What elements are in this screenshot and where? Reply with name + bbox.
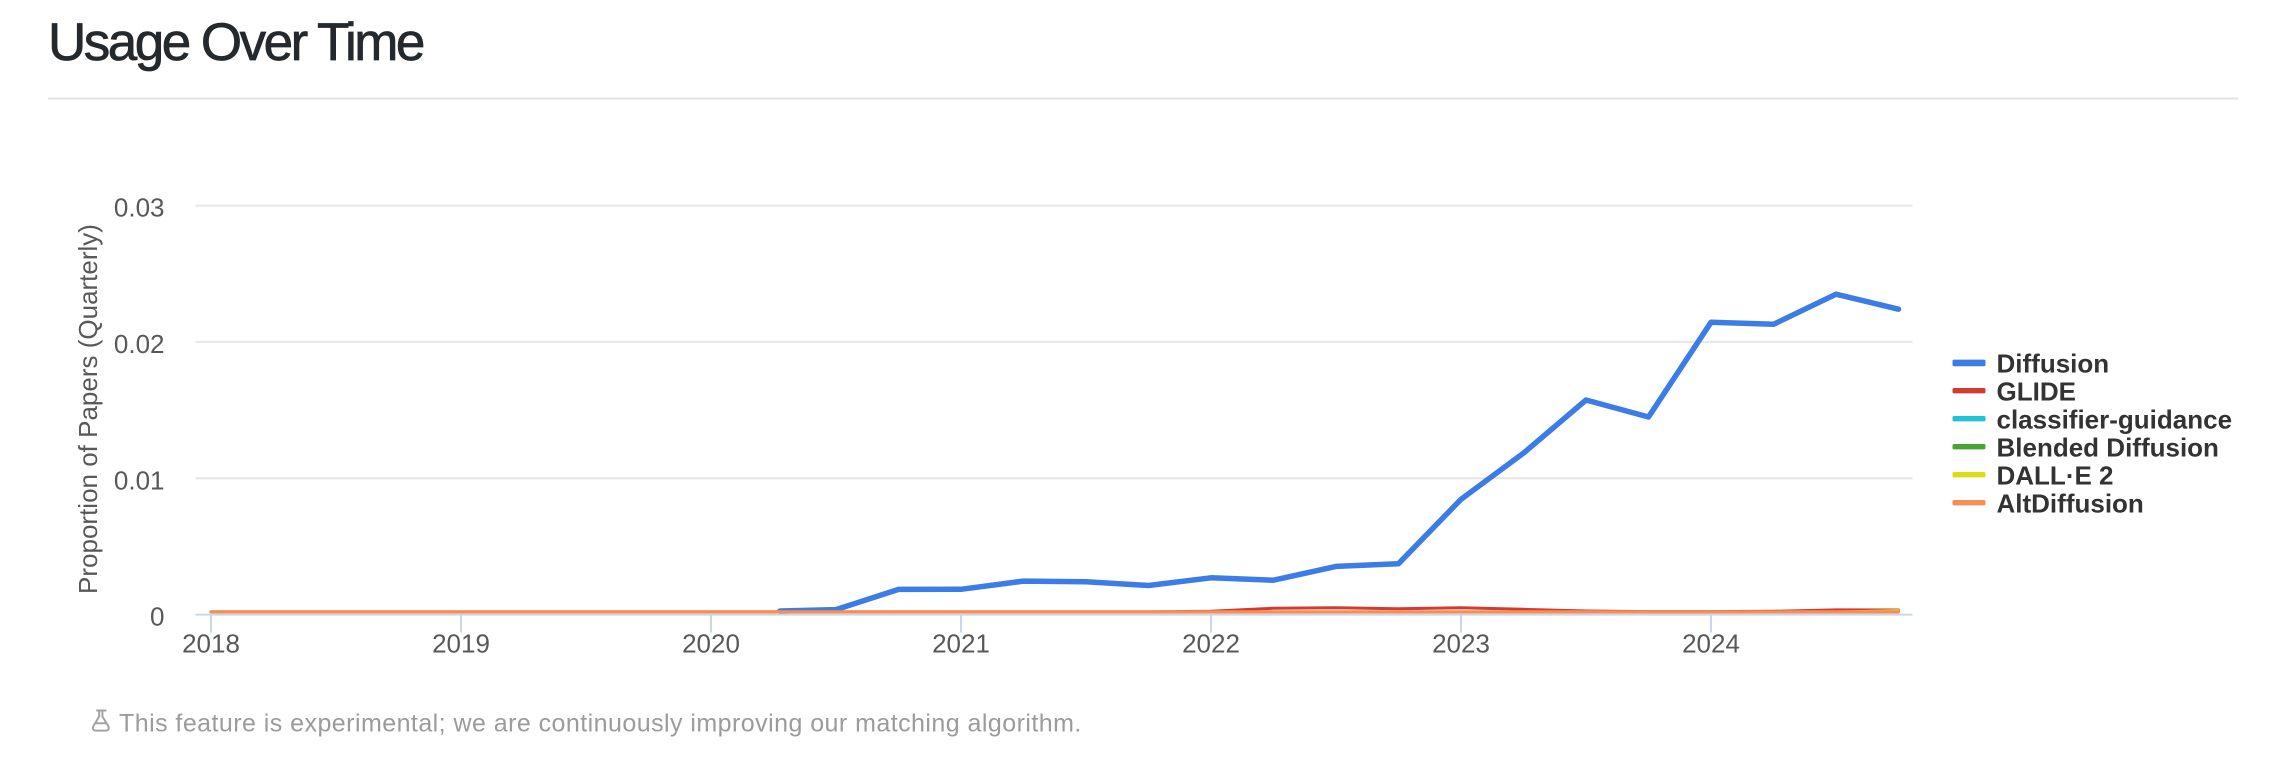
svg-text:0.03: 0.03: [114, 193, 165, 223]
svg-text:0.02: 0.02: [114, 329, 165, 359]
svg-text:0: 0: [150, 602, 164, 632]
svg-text:classifier-guidance: classifier-guidance: [1997, 404, 2233, 434]
svg-text:GLIDE: GLIDE: [1997, 376, 2076, 406]
svg-text:2021: 2021: [932, 628, 990, 658]
svg-text:Blended Diffusion: Blended Diffusion: [1997, 432, 2219, 462]
svg-text:2024: 2024: [1682, 628, 1740, 658]
svg-text:AltDiffusion: AltDiffusion: [1997, 488, 2144, 518]
svg-text:2019: 2019: [432, 628, 490, 658]
svg-text:2023: 2023: [1432, 628, 1490, 658]
svg-text:0.01: 0.01: [114, 465, 165, 495]
svg-text:Proportion of Papers (Quarterl: Proportion of Papers (Quarterly): [73, 224, 103, 594]
svg-text:Usage Over Time: Usage Over Time: [48, 13, 424, 72]
svg-text:DALL·E 2: DALL·E 2: [1997, 460, 2114, 490]
svg-text:2022: 2022: [1182, 628, 1240, 658]
svg-text:This feature is experimental;: This feature is experimental; we are con…: [119, 709, 1082, 737]
svg-text:Diffusion: Diffusion: [1997, 348, 2110, 378]
svg-text:2020: 2020: [682, 628, 740, 658]
svg-text:2018: 2018: [182, 628, 240, 658]
